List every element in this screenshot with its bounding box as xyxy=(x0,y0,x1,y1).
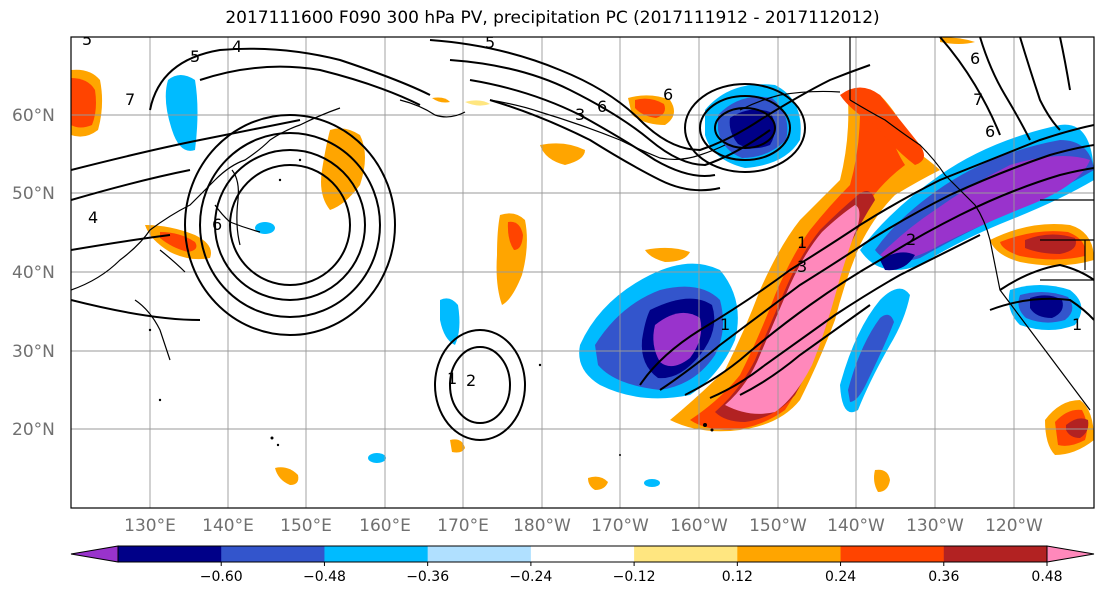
contour-label: 2 xyxy=(906,230,916,249)
contour-label: 1 xyxy=(447,369,457,388)
lon-label: 120°W xyxy=(985,516,1043,536)
contour-label: 6 xyxy=(985,122,995,141)
graticule xyxy=(71,37,1094,508)
contour-label: 5 xyxy=(190,47,200,66)
contour-label: 6 xyxy=(597,97,607,116)
lon-label: 130°W xyxy=(906,516,964,536)
contour-label: 4 xyxy=(232,37,242,56)
colorbar-segment xyxy=(324,546,429,562)
colorbar-tick-label: −0.48 xyxy=(303,569,346,585)
lat-label: 50°N xyxy=(12,184,55,204)
lon-label: 150°E xyxy=(280,516,332,536)
lat-label: 40°N xyxy=(12,263,55,283)
lon-label: 170°E xyxy=(437,516,489,536)
map-title: 2017111600 F090 300 hPa PV, precipitatio… xyxy=(225,8,880,28)
coastlines xyxy=(71,37,1094,411)
colorbar-tick-label: −0.36 xyxy=(406,569,449,585)
colorbar-tick-label: 0.12 xyxy=(722,569,753,585)
colorbar-tick-label: 0.24 xyxy=(825,569,856,585)
colorbar-tick-label: 0.36 xyxy=(928,569,959,585)
lat-label: 20°N xyxy=(12,420,55,440)
lon-label: 160°E xyxy=(359,516,411,536)
negative-precip-regions xyxy=(165,75,1094,487)
colorbar-segment xyxy=(737,546,842,562)
contour-label: 6 xyxy=(663,85,673,104)
lon-label: 160°W xyxy=(670,516,728,536)
colorbar-segment xyxy=(634,546,738,562)
pv-contours xyxy=(71,37,1094,441)
contour-label: 1 xyxy=(1072,315,1082,334)
lat-label: 30°N xyxy=(12,342,55,362)
colorbar-segment xyxy=(427,546,532,562)
longitude-labels: 130°E 140°E 150°E 160°E 170°E 180°W 170°… xyxy=(124,516,1043,536)
colorbar-tick-label: 0.48 xyxy=(1031,569,1062,585)
colorbar-extend-high xyxy=(1046,545,1095,563)
contour-label: 6 xyxy=(970,49,980,68)
map-field: 5 4 5 7 6 5 6 3 6 7 6 4 6 1 3 2 2 1 1 1 xyxy=(71,30,1094,508)
contour-label: 1 xyxy=(720,315,730,334)
contour-label: 5 xyxy=(82,30,92,49)
colorbar-segment xyxy=(118,546,222,562)
lon-label: 140°W xyxy=(827,516,885,536)
contour-label: 2 xyxy=(466,371,476,390)
islands xyxy=(148,158,714,456)
contour-label: 3 xyxy=(797,257,807,276)
colorbar-segment xyxy=(221,546,325,562)
lat-label: 60°N xyxy=(12,106,55,126)
contour-label: 7 xyxy=(973,90,983,109)
contour-labels: 5 4 5 7 6 5 6 3 6 7 6 4 6 1 3 2 2 1 1 1 xyxy=(82,30,1082,390)
lon-label: 180°W xyxy=(513,516,571,536)
lon-label: 150°W xyxy=(749,516,807,536)
contour-label: 4 xyxy=(88,208,98,227)
colorbar-border xyxy=(117,545,1048,563)
colorbar-tick-label: −0.60 xyxy=(200,569,243,585)
contour-label: 5 xyxy=(485,33,495,52)
colorbar-segment xyxy=(840,546,945,562)
map-frame xyxy=(70,36,1095,509)
contour-label: 7 xyxy=(125,90,135,109)
colorbar-extend-low xyxy=(70,545,119,563)
colorbar-segment xyxy=(943,546,1048,562)
contour-label: 6 xyxy=(212,215,222,234)
colorbar-segment xyxy=(530,546,635,562)
lon-label: 170°W xyxy=(591,516,649,536)
contour-label: 3 xyxy=(575,105,585,124)
contour-label: 1 xyxy=(797,233,807,252)
colorbar: −0.60 −0.48 −0.36 −0.24 −0.12 0.12 0.24 0.36 0.4… xyxy=(70,545,1095,585)
latitude-labels: 60°N 50°N 40°N 30°N 20°N xyxy=(12,106,55,440)
lon-label: 130°E xyxy=(124,516,176,536)
lon-label: 140°E xyxy=(202,516,254,536)
colorbar-tick-label: −0.12 xyxy=(613,569,656,585)
colorbar-tick-label: −0.24 xyxy=(509,569,552,585)
